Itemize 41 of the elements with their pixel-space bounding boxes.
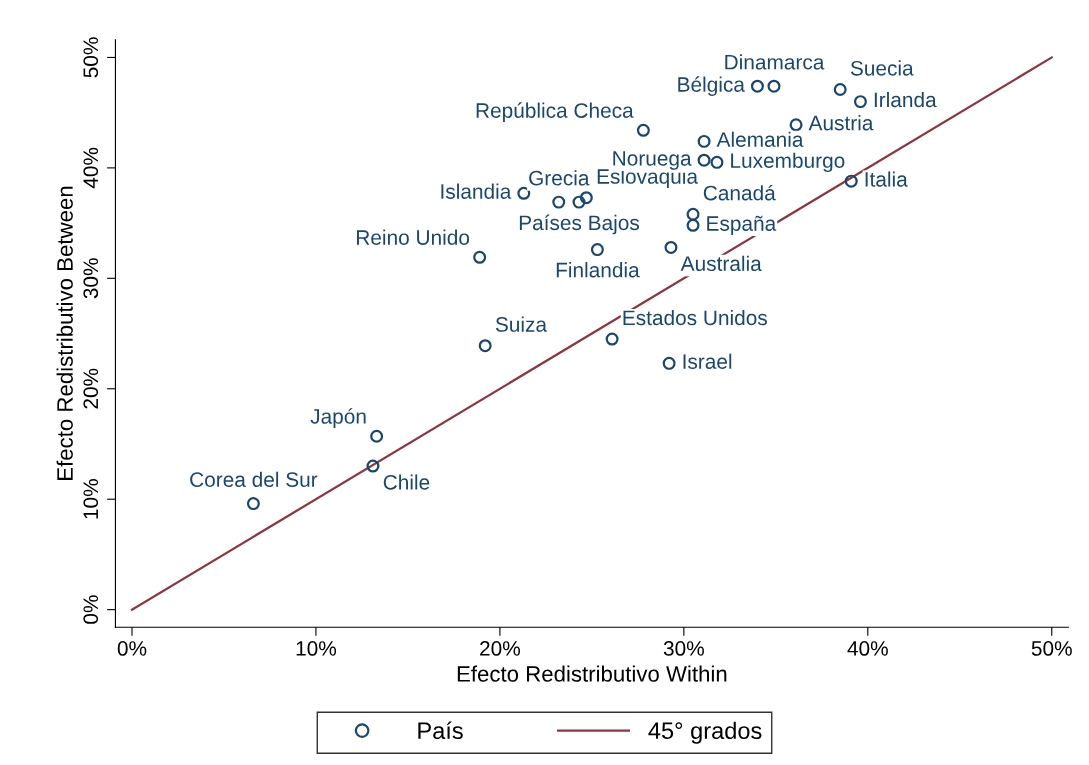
legend-label: País [418,721,463,740]
x-tick-label: 40% [847,641,888,656]
x-axis-title: Efecto Redistributivo Within [457,665,727,682]
annotation: Grecia [529,170,590,186]
annotation: Eslovaquia [597,168,698,188]
annotation: Noruega [613,151,692,170]
annotation: Irlanda [874,91,937,108]
y-axis-title: Efecto Redistributivo Between [56,186,73,480]
annotation: Alemania [716,131,804,147]
y-tick-label: 10% [83,479,99,519]
annotation: Italia [865,171,908,187]
annotation: Bélgica [678,76,745,96]
x-tick-label: 10% [296,641,337,656]
x-tick-label: 0% [117,641,147,656]
annotation: Canadá [703,184,776,201]
annotation: Japón [310,408,366,428]
annotation: Australia [680,255,762,272]
y-tick-label: 40% [83,147,99,189]
annotation: Suiza [495,316,548,332]
annotation: Estados Unidos [623,309,767,326]
legend-label: 45° grados [648,721,762,744]
y-tick-label: 30% [83,258,99,299]
annotation: Dinamarca [725,54,825,70]
annotation: Suecia [850,60,914,76]
annotation: Islandia [441,183,512,199]
x-tick-label: 30% [663,641,704,656]
y-tick-label: 20% [83,368,99,409]
annotation: Finlandia [556,262,640,278]
annotation: Israel [683,353,732,369]
x-tick-label: 20% [480,641,520,656]
y-tick-label: 0% [83,595,99,624]
annotation: República Checa [476,102,634,122]
annotation: Países Bajos [519,214,640,235]
annotation: España [707,215,777,236]
annotation: Chile [383,474,430,490]
x-tick-label: 50% [1031,641,1072,656]
annotation: Austria [808,115,874,131]
annotation: Corea del Sur [190,471,318,487]
annotation: Reino Unido [357,229,470,245]
annotation: Luxemburgo [731,152,845,173]
y-tick-label: 50% [83,37,99,78]
